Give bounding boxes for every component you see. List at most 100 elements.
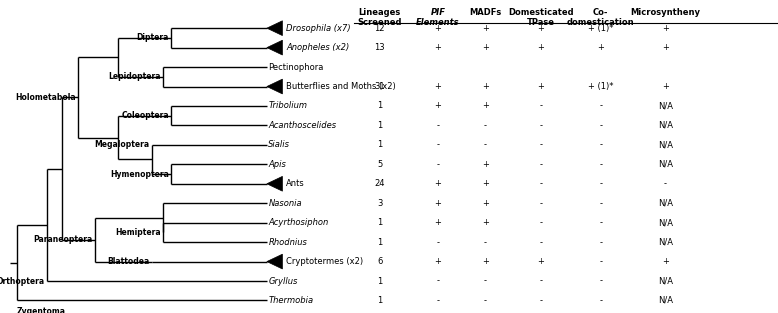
- Text: -: -: [484, 238, 487, 247]
- Text: -: -: [599, 257, 602, 266]
- Text: 1: 1: [377, 101, 382, 110]
- Text: Hemiptera: Hemiptera: [115, 228, 161, 237]
- Text: 3: 3: [377, 199, 382, 208]
- Text: Hymenoptera: Hymenoptera: [110, 170, 169, 178]
- Text: -: -: [436, 276, 440, 285]
- Text: +: +: [662, 43, 668, 52]
- Text: Apis: Apis: [268, 160, 286, 169]
- Text: +: +: [662, 24, 668, 33]
- Text: Orthoptera: Orthoptera: [0, 276, 44, 285]
- Text: Domesticated
TPase: Domesticated TPase: [508, 8, 573, 27]
- Text: 24: 24: [374, 179, 385, 188]
- Text: Pectinophora: Pectinophora: [268, 63, 324, 72]
- Text: 31: 31: [374, 82, 385, 91]
- Text: Thermobia: Thermobia: [268, 296, 314, 305]
- Text: Cryptotermes (x2): Cryptotermes (x2): [286, 257, 363, 266]
- Text: Lepidoptera: Lepidoptera: [109, 72, 161, 81]
- Text: +: +: [482, 199, 489, 208]
- Text: -: -: [539, 218, 542, 227]
- Text: Acanthoscelides: Acanthoscelides: [268, 121, 337, 130]
- Text: +: +: [598, 43, 604, 52]
- Text: Co-
domestication: Co- domestication: [567, 8, 634, 27]
- Text: Ants: Ants: [286, 179, 305, 188]
- Text: -: -: [539, 179, 542, 188]
- Text: +: +: [435, 24, 441, 33]
- Text: 1: 1: [377, 296, 382, 305]
- Text: +: +: [538, 82, 544, 91]
- Text: -: -: [599, 218, 602, 227]
- Text: Sialis: Sialis: [268, 140, 290, 149]
- Text: -: -: [599, 296, 602, 305]
- Text: +: +: [538, 43, 544, 52]
- Text: N/A: N/A: [657, 218, 673, 227]
- Polygon shape: [267, 21, 282, 36]
- Text: +: +: [435, 257, 441, 266]
- Text: Gryllus: Gryllus: [268, 276, 298, 285]
- Text: -: -: [599, 238, 602, 247]
- Text: +: +: [482, 24, 489, 33]
- Text: +: +: [538, 257, 544, 266]
- Text: -: -: [599, 140, 602, 149]
- Text: + (1)*: + (1)*: [588, 82, 613, 91]
- Text: +: +: [482, 101, 489, 110]
- Text: -: -: [599, 101, 602, 110]
- Text: 1: 1: [377, 238, 382, 247]
- Text: -: -: [539, 121, 542, 130]
- Text: +: +: [482, 43, 489, 52]
- Text: -: -: [599, 121, 602, 130]
- Text: +: +: [482, 257, 489, 266]
- Text: -: -: [664, 179, 667, 188]
- Text: Paraneoptera: Paraneoptera: [33, 235, 93, 244]
- Text: + (1)*: + (1)*: [588, 24, 613, 33]
- Text: +: +: [662, 82, 668, 91]
- Text: +: +: [482, 179, 489, 188]
- Polygon shape: [267, 40, 282, 55]
- Text: +: +: [482, 82, 489, 91]
- Text: N/A: N/A: [657, 121, 673, 130]
- Text: -: -: [436, 160, 440, 169]
- Text: Holometabola: Holometabola: [15, 93, 75, 102]
- Text: Tribolium: Tribolium: [268, 101, 307, 110]
- Text: +: +: [435, 101, 441, 110]
- Text: -: -: [539, 140, 542, 149]
- Text: -: -: [539, 238, 542, 247]
- Text: Butterflies and Moths (x2): Butterflies and Moths (x2): [286, 82, 396, 91]
- Text: -: -: [436, 140, 440, 149]
- Text: Blattodea: Blattodea: [107, 257, 149, 266]
- Text: +: +: [538, 24, 544, 33]
- Text: N/A: N/A: [657, 238, 673, 247]
- Text: -: -: [539, 276, 542, 285]
- Polygon shape: [267, 79, 282, 94]
- Text: 1: 1: [377, 140, 382, 149]
- Text: 5: 5: [377, 160, 382, 169]
- Text: Lineages
Screened: Lineages Screened: [357, 8, 402, 27]
- Text: +: +: [435, 82, 441, 91]
- Text: -: -: [484, 296, 487, 305]
- Text: PIF
Elements: PIF Elements: [416, 8, 460, 27]
- Text: Rhodnius: Rhodnius: [268, 238, 307, 247]
- Text: N/A: N/A: [657, 199, 673, 208]
- Text: -: -: [539, 199, 542, 208]
- Text: -: -: [436, 296, 440, 305]
- Text: 12: 12: [374, 24, 385, 33]
- Text: Microsyntheny: Microsyntheny: [630, 8, 700, 17]
- Polygon shape: [267, 177, 282, 191]
- Text: -: -: [436, 238, 440, 247]
- Text: Diptera: Diptera: [136, 33, 169, 42]
- Text: +: +: [482, 160, 489, 169]
- Text: MADFs: MADFs: [469, 8, 502, 17]
- Text: Coleoptera: Coleoptera: [121, 111, 169, 120]
- Text: N/A: N/A: [657, 160, 673, 169]
- Text: 1: 1: [377, 218, 382, 227]
- Text: -: -: [599, 276, 602, 285]
- Text: -: -: [599, 160, 602, 169]
- Text: +: +: [435, 43, 441, 52]
- Text: -: -: [484, 276, 487, 285]
- Text: -: -: [539, 296, 542, 305]
- Text: +: +: [662, 257, 668, 266]
- Text: 6: 6: [377, 257, 382, 266]
- Text: Acyrthosiphon: Acyrthosiphon: [268, 218, 328, 227]
- Text: Megaloptera: Megaloptera: [94, 140, 149, 149]
- Text: N/A: N/A: [657, 101, 673, 110]
- Text: Anopheles (x2): Anopheles (x2): [286, 43, 349, 52]
